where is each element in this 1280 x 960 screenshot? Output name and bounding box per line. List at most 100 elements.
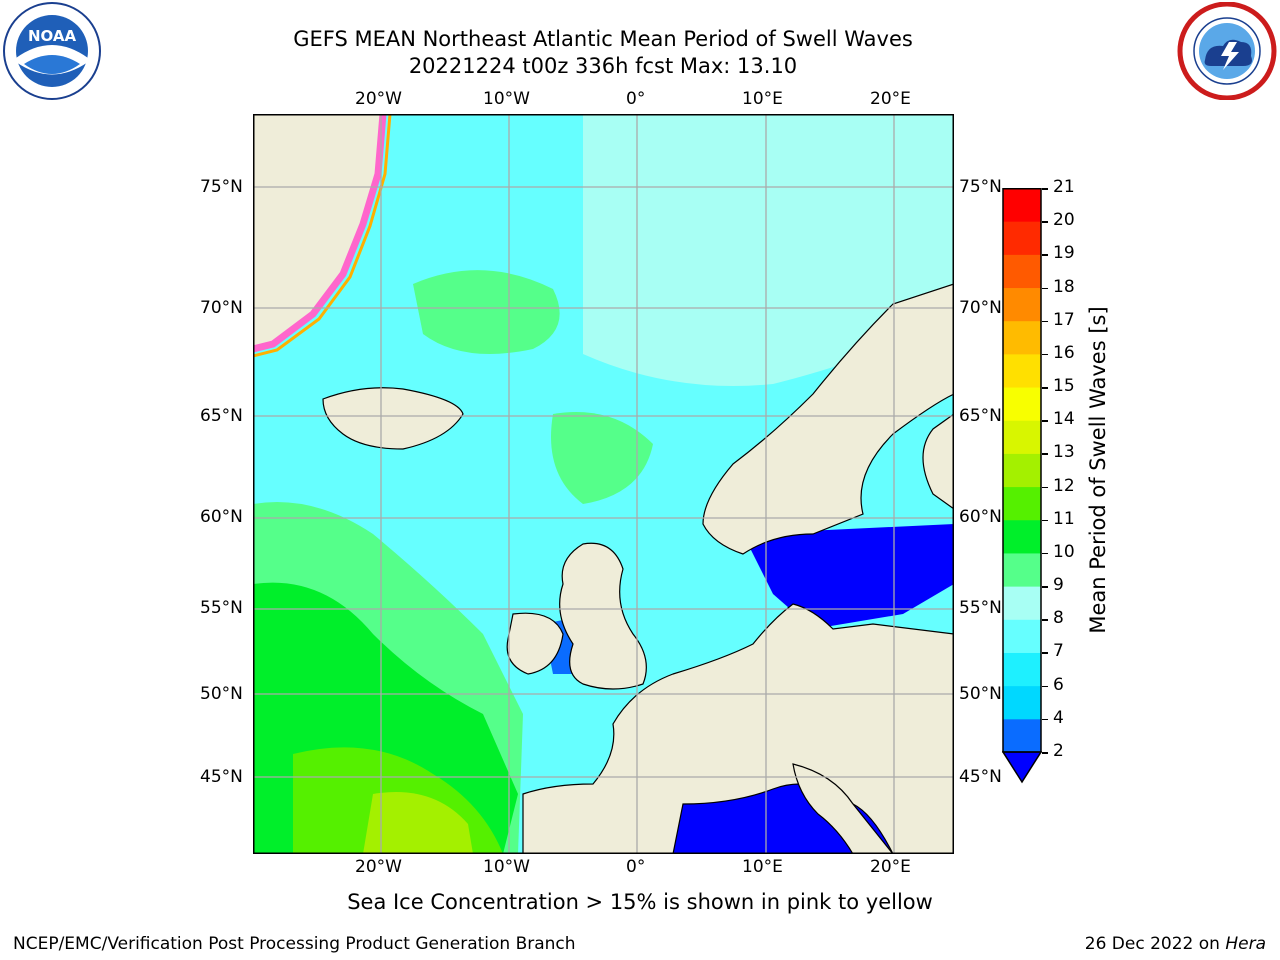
machine-name: Hera <box>1225 934 1266 954</box>
colorbar-extend-triangle <box>1002 751 1042 784</box>
lat-label-right-45n: 45°N <box>959 767 1002 787</box>
colorbar-segment <box>1003 652 1041 687</box>
colorbar-segment <box>1003 320 1041 355</box>
colorbar-tick-label: 21 <box>1053 177 1075 197</box>
colorbar-tick-mark <box>1042 752 1048 754</box>
colorbar-segment <box>1003 586 1041 620</box>
colorbar-tick-mark <box>1042 254 1048 256</box>
colorbar-tick-label: 8 <box>1053 608 1064 629</box>
colorbar-segment <box>1003 519 1041 554</box>
colorbar-segment <box>1003 287 1041 322</box>
colorbar-tick-mark <box>1042 718 1048 721</box>
colorbar-tick-mark <box>1042 221 1048 223</box>
swell-period-map <box>253 114 954 854</box>
swell-patch-central <box>583 306 683 369</box>
lat-label-left-45n: 45°N <box>200 767 243 787</box>
colorbar-tick-label: 15 <box>1053 376 1075 397</box>
lat-label-left-75n: 75°N <box>200 177 243 197</box>
colorbar-tick-label: 11 <box>1053 508 1075 529</box>
colorbar-tick-label: 18 <box>1053 276 1075 297</box>
lon-label-bottom-0: 0° <box>626 857 646 877</box>
swell-patch-faroe <box>551 412 653 504</box>
lon-label-top-10w: 10°W <box>483 89 530 109</box>
colorbar-tick-label: 17 <box>1053 309 1075 330</box>
colorbar-tick-label: 14 <box>1053 409 1075 430</box>
colorbar-tick-mark <box>1042 685 1048 688</box>
lon-label-top-20w: 20°W <box>355 89 402 109</box>
colorbar-tick-label: 2 <box>1053 741 1064 761</box>
lat-label-right-65n: 65°N <box>959 406 1002 426</box>
colorbar-tick-mark <box>1042 387 1048 389</box>
sea-ice-note: Sea Ice Concentration > 15% is shown in … <box>347 890 933 914</box>
colorbar-tick-mark <box>1042 652 1048 654</box>
swell-patch-norwegian-sea <box>413 270 560 354</box>
chart-subtitle: 20221224 t00z 336h fcst Max: 13.10 <box>408 54 798 78</box>
colorbar-tick-mark <box>1042 486 1048 489</box>
lon-label-bottom-10e: 10°E <box>742 857 783 877</box>
colorbar-segment <box>1003 188 1041 222</box>
noaa-logo-text: NOAA <box>28 27 77 45</box>
colorbar-frame <box>1002 188 1042 753</box>
lon-label-bottom-20e: 20°E <box>870 857 911 877</box>
colorbar-tick-label: 4 <box>1053 707 1064 728</box>
sea-ice-edge-outer <box>253 114 392 358</box>
date-text: 26 Dec 2022 on <box>1084 934 1226 954</box>
credit-text: NCEP/EMC/Verification Post Processing Pr… <box>13 934 576 954</box>
lat-label-left-55n: 55°N <box>200 598 243 618</box>
chart-title: GEFS MEAN Northeast Atlantic Mean Period… <box>293 27 913 51</box>
colorbar-tick-mark <box>1042 188 1048 190</box>
lon-label-bottom-20w: 20°W <box>355 857 402 877</box>
colorbar-tick-label: 6 <box>1053 674 1064 695</box>
colorbar-tick-label: 10 <box>1053 541 1075 562</box>
colorbar-segment <box>1003 619 1041 653</box>
colorbar-tick-mark <box>1042 287 1048 290</box>
lat-label-right-50n: 50°N <box>959 684 1002 704</box>
colorbar-tick-label: 7 <box>1053 641 1064 662</box>
colorbar-tick-label: 13 <box>1053 442 1075 463</box>
colorbar-tick-label: 19 <box>1053 243 1075 264</box>
noaa-logo: NOAA <box>2 2 102 100</box>
colorbar-segment <box>1003 685 1041 720</box>
lon-label-top-10e: 10°E <box>742 89 783 109</box>
colorbar <box>1002 188 1042 784</box>
colorbar-tick-mark <box>1042 320 1048 323</box>
lat-label-right-70n: 70°N <box>959 298 1002 318</box>
lon-label-top-0: 0° <box>626 89 646 109</box>
colorbar-segment <box>1003 387 1041 421</box>
colorbar-tick-label: 12 <box>1053 475 1075 496</box>
lat-label-left-50n: 50°N <box>200 684 243 704</box>
colorbar-tick-label: 20 <box>1053 210 1075 231</box>
swell-zone-8-9-north <box>583 114 954 386</box>
lon-label-top-20e: 20°E <box>870 89 911 109</box>
colorbar-tick-mark <box>1042 619 1048 621</box>
graticule <box>253 114 954 854</box>
nws-logo <box>1177 1 1277 101</box>
colorbar-segment <box>1003 420 1041 454</box>
colorbar-segment <box>1003 718 1041 753</box>
lat-label-right-55n: 55°N <box>959 598 1002 618</box>
colorbar-tick-mark <box>1042 586 1048 588</box>
lon-label-bottom-10w: 10°W <box>483 857 530 877</box>
lat-label-right-60n: 60°N <box>959 507 1002 527</box>
colorbar-tick-mark <box>1042 519 1048 522</box>
colorbar-segment <box>1003 353 1041 388</box>
colorbar-segment <box>1003 453 1041 488</box>
lat-label-left-70n: 70°N <box>200 298 243 318</box>
lat-label-left-65n: 65°N <box>200 406 243 426</box>
colorbar-segment <box>1003 552 1041 587</box>
map-frame <box>253 114 954 854</box>
colorbar-tick-label: 9 <box>1053 575 1064 596</box>
swell-zone-baltic <box>743 524 954 629</box>
colorbar-segment <box>1003 221 1041 255</box>
colorbar-label: Mean Period of Swell Waves [s] <box>1086 306 1110 634</box>
colorbar-tick-label: 16 <box>1053 342 1075 363</box>
colorbar-tick-mark <box>1042 353 1048 356</box>
lat-label-right-75n: 75°N <box>959 177 1002 197</box>
colorbar-tick-mark <box>1042 453 1048 455</box>
colorbar-segment <box>1003 486 1041 521</box>
sea-ice-edge <box>253 114 387 353</box>
lat-label-left-60n: 60°N <box>200 507 243 527</box>
colorbar-segment <box>1003 254 1041 289</box>
colorbar-tick-mark <box>1042 420 1048 422</box>
date-stamp: 26 Dec 2022 on Hera <box>1085 934 1266 954</box>
